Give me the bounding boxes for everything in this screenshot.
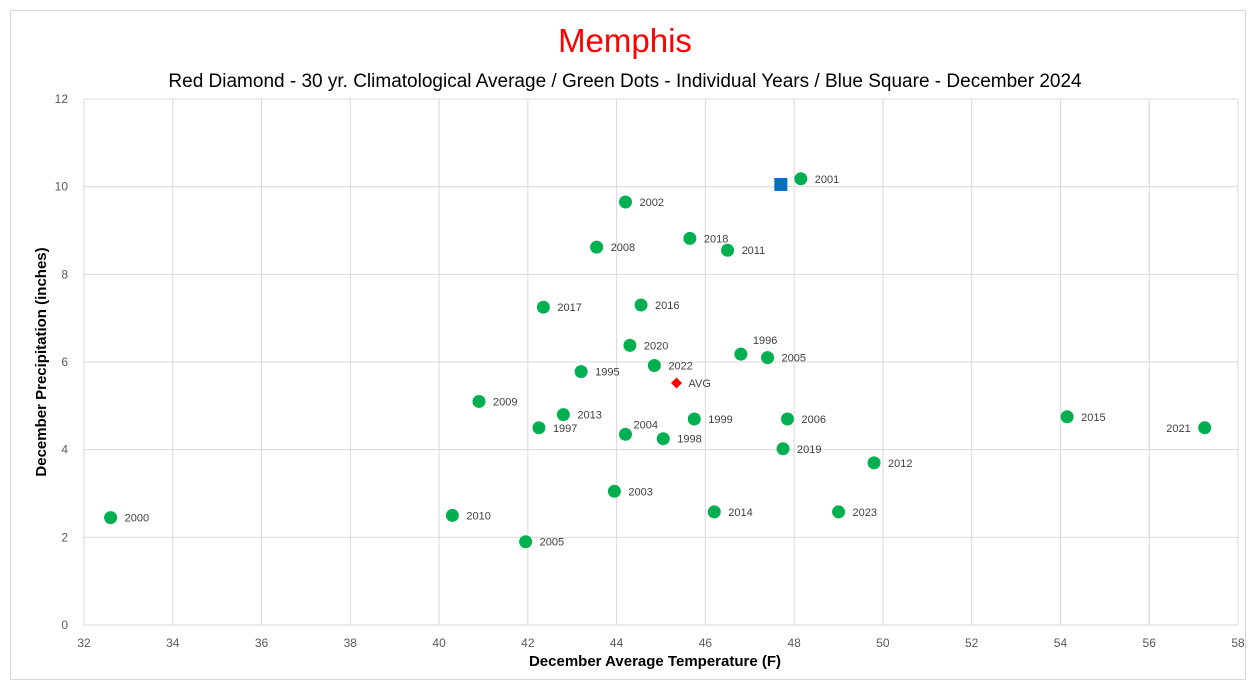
point-label: 2019 xyxy=(797,444,821,456)
point-label: 2000 xyxy=(125,513,149,525)
year-point xyxy=(1060,410,1074,424)
point-label: 2004 xyxy=(633,419,657,431)
year-point xyxy=(634,298,648,312)
year-point xyxy=(867,456,881,470)
year-point xyxy=(618,427,632,441)
year-point xyxy=(623,338,637,352)
x-tick-label: 58 xyxy=(1231,636,1245,650)
y-tick-label: 12 xyxy=(55,92,69,106)
year-point xyxy=(519,535,533,549)
year-point xyxy=(776,442,790,456)
year-point xyxy=(647,359,661,373)
y-tick-label: 0 xyxy=(61,618,68,632)
y-tick-label: 4 xyxy=(61,443,68,457)
point-label: 1997 xyxy=(553,423,577,435)
point-label: 1995 xyxy=(595,367,619,379)
x-tick-label: 40 xyxy=(432,636,446,650)
point-label: 2016 xyxy=(655,300,679,312)
data-points: 2000 2010 2009 2005 1997 2017 2013 1995 2008 2003… xyxy=(104,172,1212,549)
x-tick-label: 50 xyxy=(876,636,890,650)
gridlines xyxy=(83,98,1239,626)
year-point xyxy=(780,412,794,426)
year-point xyxy=(832,505,846,519)
y-tick-label: 2 xyxy=(61,530,68,544)
point-label: 2003 xyxy=(628,486,652,498)
point-label: 2010 xyxy=(466,510,490,522)
year-point xyxy=(721,243,735,257)
year-point xyxy=(536,300,550,314)
point-label: 1999 xyxy=(708,414,732,426)
x-tick-label: 52 xyxy=(965,636,979,650)
point-label: 2009 xyxy=(493,396,517,408)
point-label: AVG xyxy=(689,378,711,390)
x-axis-title: December Average Temperature (F) xyxy=(529,653,781,669)
x-tick-label: 34 xyxy=(166,636,180,650)
point-label: 2013 xyxy=(577,410,601,422)
x-tick-label: 42 xyxy=(521,636,535,650)
year-point xyxy=(794,172,808,186)
chart-title: Memphis xyxy=(558,22,692,59)
point-label: 2023 xyxy=(853,507,877,519)
point-label: 2015 xyxy=(1081,412,1105,424)
point-label: 2011 xyxy=(742,245,766,257)
y-axis-title: December Precipitation (inches) xyxy=(33,247,50,476)
year-point xyxy=(556,408,570,422)
point-label: 2005 xyxy=(782,353,806,365)
december-2024-point xyxy=(774,177,788,191)
point-label: 2005 xyxy=(540,537,564,549)
year-point xyxy=(656,432,670,446)
y-tick-label: 10 xyxy=(55,180,69,194)
x-tick-label: 56 xyxy=(1143,636,1157,650)
x-tick-label: 32 xyxy=(77,636,91,650)
year-point xyxy=(734,347,748,361)
x-tick-label: 38 xyxy=(344,636,358,650)
point-label: 1998 xyxy=(677,434,701,446)
year-point xyxy=(618,195,632,209)
x-tick-label: 46 xyxy=(699,636,713,650)
point-label: 2006 xyxy=(801,414,825,426)
x-tick-label: 48 xyxy=(787,636,801,650)
point-label: 2017 xyxy=(557,302,581,314)
point-label: 2001 xyxy=(815,174,839,186)
year-point xyxy=(707,505,721,519)
point-label: 2014 xyxy=(728,507,752,519)
year-point xyxy=(445,508,459,522)
chart-subtitle: Red Diamond - 30 yr. Climatological Aver… xyxy=(168,71,1082,92)
year-point xyxy=(574,365,588,379)
point-label: 2020 xyxy=(644,340,668,352)
year-point xyxy=(683,231,697,245)
x-tick-label: 36 xyxy=(255,636,269,650)
point-label: 2018 xyxy=(704,233,728,245)
year-point xyxy=(761,351,775,365)
point-label: 2012 xyxy=(888,458,912,470)
year-point xyxy=(104,511,118,525)
year-point xyxy=(472,394,486,408)
x-tick-label: 54 xyxy=(1054,636,1068,650)
year-point xyxy=(590,240,604,254)
point-label: 2008 xyxy=(611,242,635,254)
year-point xyxy=(687,412,701,426)
y-tick-label: 8 xyxy=(61,267,68,281)
year-point xyxy=(532,421,546,435)
average-point xyxy=(671,377,683,389)
point-label: 2002 xyxy=(639,197,663,209)
point-label: 1996 xyxy=(753,335,777,347)
point-label: 2022 xyxy=(668,361,692,373)
x-tick-label: 44 xyxy=(610,636,624,650)
y-tick-label: 6 xyxy=(61,355,68,369)
year-point xyxy=(1198,421,1212,435)
year-point xyxy=(607,484,621,498)
point-label: 2021 xyxy=(1166,423,1190,435)
